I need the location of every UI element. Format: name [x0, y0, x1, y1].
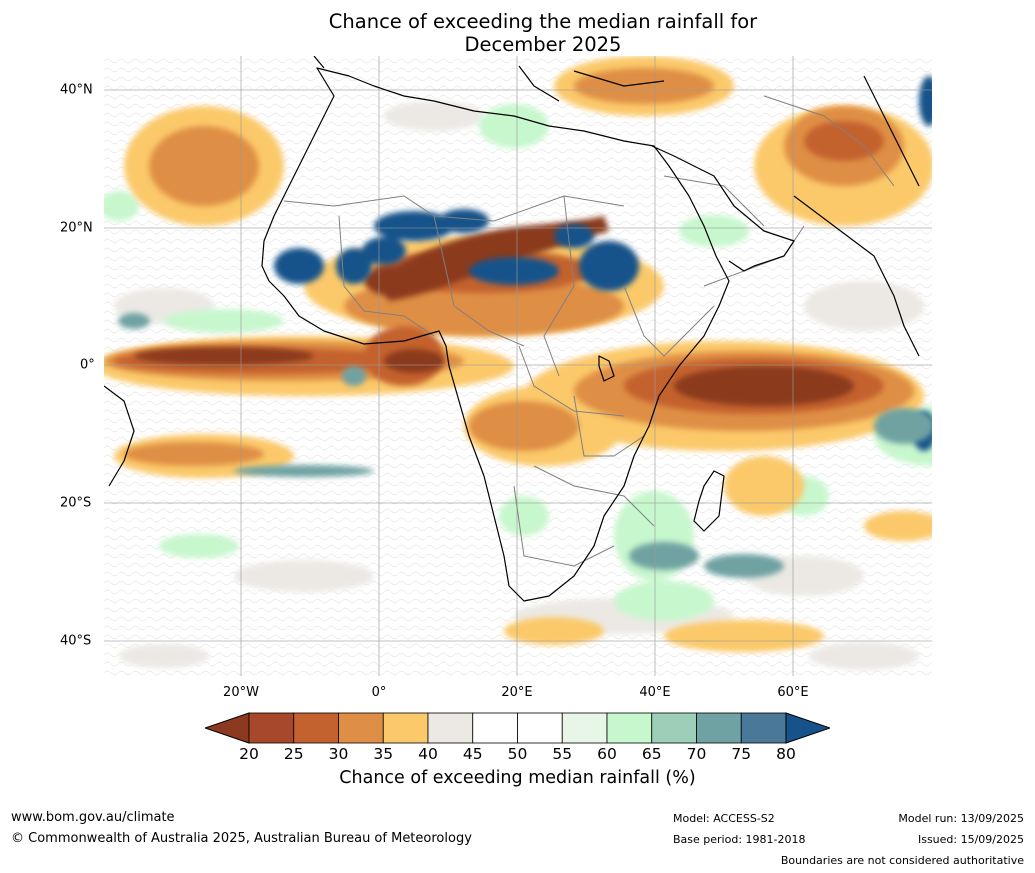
colorbar-tick-label: 25	[283, 745, 304, 763]
lon-label-0: 0°	[371, 685, 387, 700]
well-above-median-blue-patches	[274, 76, 932, 451]
lat-label-20n: 20°N	[60, 220, 93, 236]
lon-label-20w: 20°W	[223, 685, 259, 700]
website-link[interactable]: www.bom.gov.au/climate	[11, 810, 175, 825]
colorbar-tick-label: 40	[418, 745, 438, 763]
colorbar-cell	[740, 712, 787, 744]
lat-label-40s: 40°S	[60, 633, 92, 649]
graticule	[104, 56, 932, 676]
colorbar-tick-label: 60	[597, 745, 617, 763]
legend-colorbar	[205, 712, 830, 744]
above-median-teal-patches	[118, 313, 932, 578]
colorbar-cell	[517, 712, 563, 744]
colorbar-tick-label: 45	[462, 745, 483, 763]
colorbar-title: Chance of exceeding median rainfall (%)	[339, 768, 696, 788]
model-name: Model: ACCESS-S2	[673, 812, 775, 825]
lon-label-20e: 20°E	[501, 685, 533, 700]
colorbar-cell	[382, 712, 429, 744]
colorbar-cell	[293, 712, 339, 744]
colorbar-tick-label: 30	[328, 745, 349, 763]
copyright-text: © Commonwealth of Australia 2025, Austra…	[11, 831, 472, 846]
colorbar-tick-label: 75	[731, 745, 752, 763]
colorbar-tick-label: 80	[776, 745, 796, 763]
colorbar-cell	[472, 712, 518, 744]
colorbar-cell	[427, 712, 474, 744]
lat-label-40n: 40°N	[60, 82, 93, 98]
colorbar-tick-label: 50	[507, 745, 528, 763]
model-run-date: Model run: 13/09/2025	[898, 812, 1024, 825]
colorbar-tick-label: 35	[373, 745, 394, 763]
colorbar-extend-low	[205, 712, 250, 744]
country-boundaries	[283, 95, 895, 567]
map-title: Chance of exceeding the median rainfall …	[0, 10, 1035, 56]
title-line-1: Chance of exceeding the median rainfall …	[328, 10, 758, 33]
map-canvas	[104, 56, 932, 676]
coastlines	[104, 56, 920, 602]
colorbar-tick-label: 20	[239, 745, 259, 763]
lon-label-40e: 40°E	[639, 685, 671, 700]
colorbar-tick-label: 55	[552, 745, 573, 763]
base-period: Base period: 1981-2018	[673, 833, 806, 846]
colorbar-cell	[338, 712, 384, 744]
lat-label-20s: 20°S	[60, 495, 92, 511]
well-below-median-patches	[134, 216, 854, 406]
colorbar-cell	[561, 712, 608, 744]
colorbar-extend-high	[785, 712, 830, 744]
colorbar-cell	[696, 712, 742, 744]
colorbar-tick-label: 70	[686, 745, 707, 763]
colorbar-cell	[606, 712, 653, 744]
lat-label-equator: 0°	[80, 357, 95, 373]
issued-date: Issued: 15/09/2025	[917, 833, 1024, 846]
rainfall-map[interactable]	[104, 56, 932, 676]
boundaries-note: Boundaries are not considered authoritat…	[780, 854, 1024, 867]
colorbar-tick-label: 65	[641, 745, 662, 763]
title-line-2: December 2025	[464, 33, 622, 56]
colorbar-cell	[248, 712, 295, 744]
lon-label-60e: 60°E	[777, 685, 809, 700]
colorbar-cell	[651, 712, 697, 744]
colorbar-cells	[205, 712, 830, 744]
